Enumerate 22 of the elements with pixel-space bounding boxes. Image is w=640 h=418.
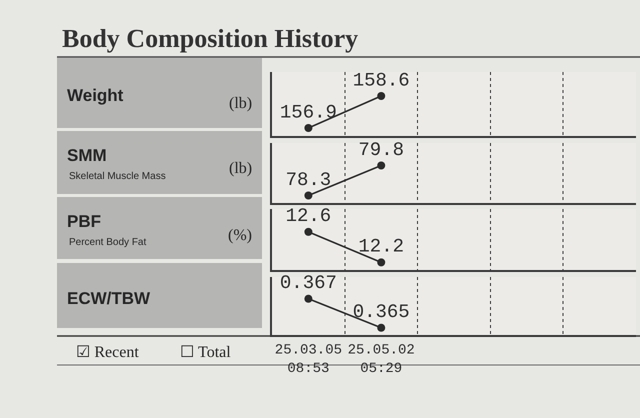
data-label: 0.367	[280, 272, 337, 294]
data-label: 79.8	[358, 138, 404, 161]
data-label: 12.2	[358, 236, 404, 258]
data-label: 158.6	[352, 69, 410, 92]
data-label: 0.365	[352, 301, 410, 323]
text: Skeletal Muscle Mass	[69, 171, 166, 182]
data-label: 12.6	[286, 205, 332, 228]
x-tick-label: 25.05.02 05:29	[348, 342, 415, 377]
y-axis-title: (lb)	[229, 95, 252, 112]
text: SMM	[67, 146, 107, 165]
y-axis-title: (lb)	[229, 160, 252, 177]
y-axis-title: (%)	[228, 227, 252, 244]
text: PBF	[67, 212, 101, 231]
text: Weight	[67, 86, 124, 105]
chart-title: Body Composition History	[62, 24, 358, 53]
text: ☐ Total	[180, 344, 232, 361]
data-label: 78.3	[286, 168, 332, 191]
x-tick-label: 25.03.05 08:53	[274, 342, 342, 377]
text: ☑ Recent	[76, 344, 140, 361]
text: ECW/TBW	[67, 289, 152, 308]
data-label: 156.9	[280, 101, 337, 124]
text: Percent Body Fat	[69, 237, 146, 248]
